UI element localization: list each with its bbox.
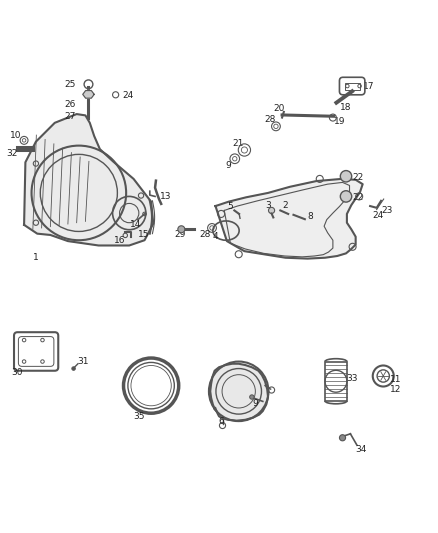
- Text: 33: 33: [346, 374, 357, 383]
- Text: 19: 19: [334, 117, 346, 126]
- Text: 5: 5: [227, 201, 233, 211]
- Text: 34: 34: [356, 445, 367, 454]
- Circle shape: [340, 191, 352, 202]
- Text: 17: 17: [363, 82, 374, 91]
- Circle shape: [340, 171, 352, 182]
- Text: 3: 3: [265, 201, 271, 209]
- Text: 20: 20: [274, 104, 285, 114]
- Text: 22: 22: [353, 173, 364, 182]
- Polygon shape: [210, 364, 268, 421]
- Text: 30: 30: [11, 368, 22, 377]
- Text: 23: 23: [381, 206, 393, 215]
- Polygon shape: [24, 114, 153, 246]
- Text: 6: 6: [218, 417, 224, 426]
- Text: 12: 12: [390, 385, 401, 394]
- Text: 11: 11: [390, 375, 401, 384]
- Text: 21: 21: [233, 139, 244, 148]
- Text: 22: 22: [353, 193, 364, 202]
- Text: 24: 24: [122, 91, 134, 100]
- Text: 10: 10: [10, 131, 21, 140]
- Text: 35: 35: [134, 412, 145, 421]
- Bar: [345, 83, 360, 90]
- Circle shape: [250, 395, 254, 399]
- Text: 32: 32: [7, 149, 18, 158]
- Polygon shape: [83, 91, 94, 98]
- Text: 31: 31: [78, 358, 89, 367]
- Bar: [325, 361, 347, 401]
- Text: 13: 13: [160, 192, 171, 201]
- Text: 28: 28: [264, 115, 276, 124]
- Text: 4: 4: [213, 232, 218, 241]
- Text: 24: 24: [372, 211, 383, 220]
- Polygon shape: [215, 179, 363, 259]
- Text: 27: 27: [64, 112, 76, 121]
- Text: 28: 28: [199, 230, 211, 239]
- Text: 18: 18: [340, 103, 352, 112]
- Text: 14: 14: [130, 220, 141, 229]
- Text: 16: 16: [114, 236, 126, 245]
- Text: 9: 9: [226, 161, 232, 170]
- Circle shape: [339, 435, 346, 441]
- Text: 1: 1: [33, 253, 39, 262]
- Circle shape: [72, 367, 75, 370]
- Text: 2: 2: [283, 201, 288, 209]
- Text: 29: 29: [174, 230, 185, 239]
- Circle shape: [178, 226, 185, 233]
- Circle shape: [268, 207, 275, 214]
- Text: 9: 9: [252, 399, 258, 408]
- Text: 15: 15: [138, 230, 149, 239]
- Text: 8: 8: [307, 212, 313, 221]
- Text: 26: 26: [64, 100, 76, 109]
- Text: 25: 25: [64, 80, 76, 89]
